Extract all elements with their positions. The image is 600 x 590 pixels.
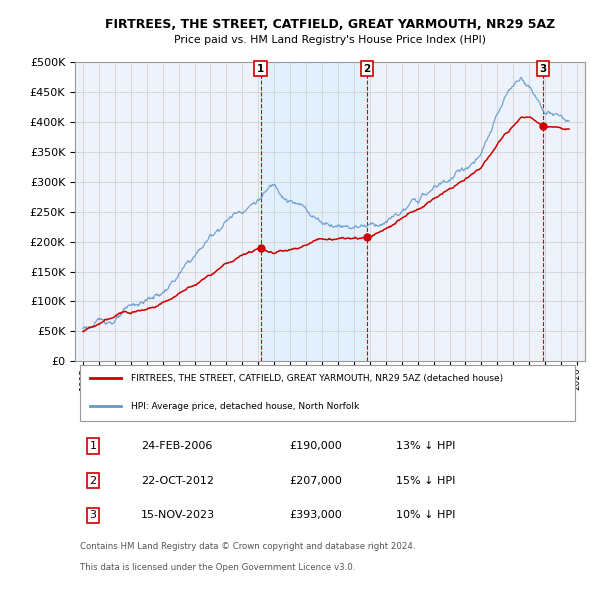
Text: £207,000: £207,000 bbox=[289, 476, 342, 486]
Text: £190,000: £190,000 bbox=[289, 441, 342, 451]
Text: 2: 2 bbox=[89, 476, 97, 486]
Text: Price paid vs. HM Land Registry's House Price Index (HPI): Price paid vs. HM Land Registry's House … bbox=[174, 35, 486, 45]
Text: This data is licensed under the Open Government Licence v3.0.: This data is licensed under the Open Gov… bbox=[80, 563, 355, 572]
Text: 3: 3 bbox=[89, 510, 97, 520]
Text: 22-OCT-2012: 22-OCT-2012 bbox=[142, 476, 214, 486]
Text: FIRTREES, THE STREET, CATFIELD, GREAT YARMOUTH, NR29 5AZ: FIRTREES, THE STREET, CATFIELD, GREAT YA… bbox=[105, 18, 555, 31]
Text: 13% ↓ HPI: 13% ↓ HPI bbox=[397, 441, 455, 451]
FancyBboxPatch shape bbox=[80, 365, 575, 421]
Text: Contains HM Land Registry data © Crown copyright and database right 2024.: Contains HM Land Registry data © Crown c… bbox=[80, 542, 416, 551]
Text: 15-NOV-2023: 15-NOV-2023 bbox=[142, 510, 215, 520]
Text: 2: 2 bbox=[363, 64, 370, 74]
Text: £393,000: £393,000 bbox=[289, 510, 342, 520]
Text: 3: 3 bbox=[539, 64, 547, 74]
Text: 1: 1 bbox=[257, 64, 264, 74]
Text: 1: 1 bbox=[89, 441, 97, 451]
Text: 24-FEB-2006: 24-FEB-2006 bbox=[142, 441, 212, 451]
Text: 15% ↓ HPI: 15% ↓ HPI bbox=[397, 476, 455, 486]
Text: 10% ↓ HPI: 10% ↓ HPI bbox=[397, 510, 455, 520]
Text: HPI: Average price, detached house, North Norfolk: HPI: Average price, detached house, Nort… bbox=[131, 402, 359, 411]
Text: FIRTREES, THE STREET, CATFIELD, GREAT YARMOUTH, NR29 5AZ (detached house): FIRTREES, THE STREET, CATFIELD, GREAT YA… bbox=[131, 373, 503, 382]
Bar bbox=[260, 62, 367, 361]
